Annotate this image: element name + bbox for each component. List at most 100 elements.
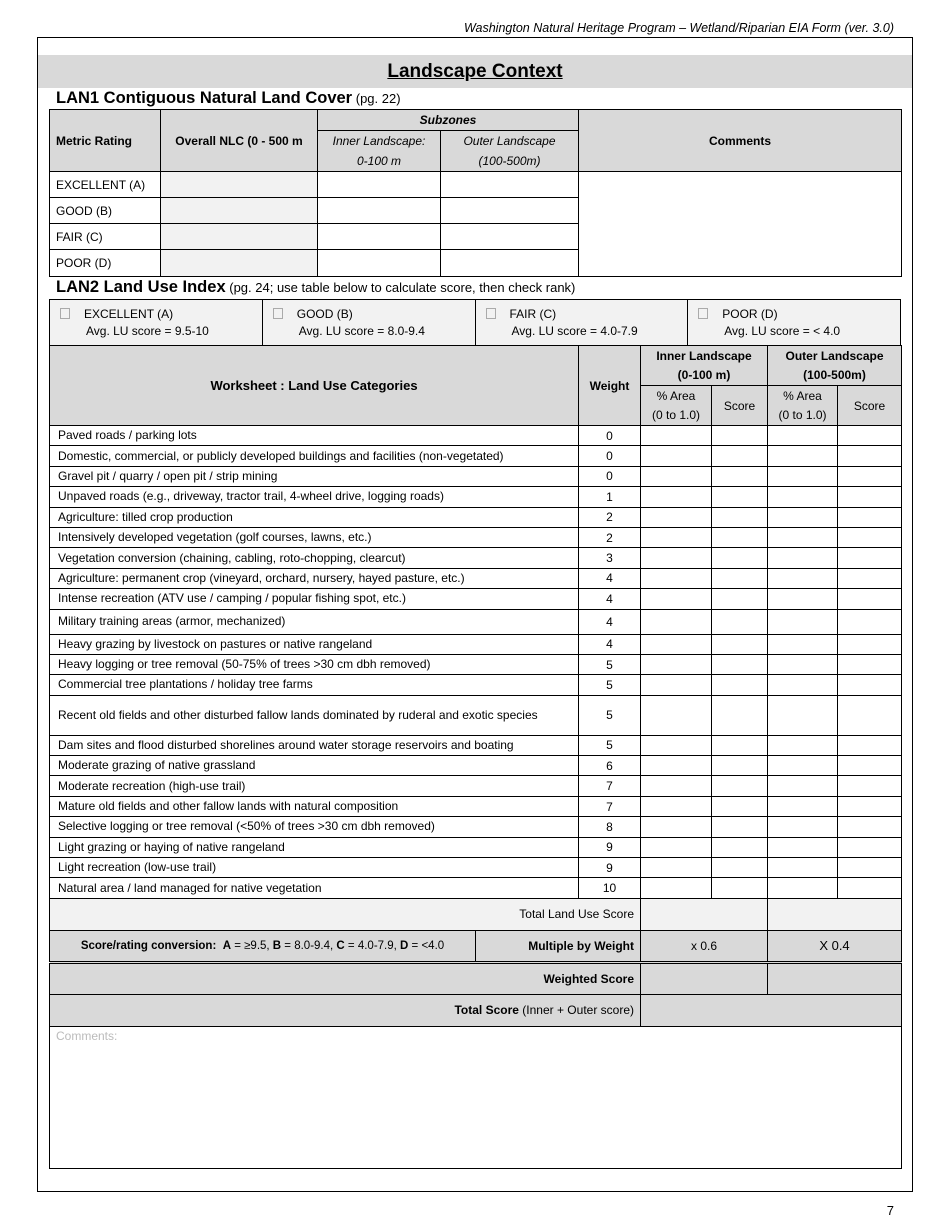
total-score-cell[interactable] — [640, 993, 902, 1027]
outer-score-cell[interactable] — [837, 653, 902, 676]
inner-area-cell[interactable] — [640, 775, 712, 797]
outer-score-cell[interactable] — [837, 734, 902, 757]
checkbox[interactable] — [698, 307, 709, 319]
inner-area-cell[interactable] — [640, 486, 712, 508]
inner-score-cell[interactable] — [711, 424, 768, 447]
inner-area-cell[interactable] — [640, 633, 712, 655]
outer-cell[interactable] — [439, 171, 580, 198]
inner-score-cell[interactable] — [711, 816, 768, 838]
outer-score-cell[interactable] — [837, 486, 902, 508]
outer-score-cell[interactable] — [837, 608, 902, 635]
outer-area-cell[interactable] — [767, 445, 838, 467]
inner-area-cell[interactable] — [640, 465, 712, 488]
inner-score-cell[interactable] — [711, 526, 768, 549]
outer-area-cell[interactable] — [767, 877, 838, 899]
inner-score-cell[interactable] — [711, 633, 768, 655]
inner-score-cell[interactable] — [711, 877, 768, 899]
outer-score-cell[interactable] — [837, 588, 902, 610]
inner-area-cell[interactable] — [640, 795, 712, 818]
inner-area-cell[interactable] — [640, 836, 712, 859]
outer-score-cell[interactable] — [837, 795, 902, 818]
outer-score-cell[interactable] — [837, 755, 902, 777]
inner-area-cell[interactable] — [640, 674, 712, 696]
comments-field[interactable]: Comments: — [49, 1025, 902, 1169]
rank-option[interactable]: EXCELLENT (A) Avg. LU score = 9.5-10 — [49, 299, 263, 346]
outer-area-cell[interactable] — [767, 734, 838, 757]
inner-area-cell[interactable] — [640, 755, 712, 777]
inner-score-cell[interactable] — [711, 465, 768, 488]
inner-area-cell[interactable] — [640, 547, 712, 569]
inner-total-cell[interactable] — [640, 897, 768, 931]
outer-score-cell[interactable] — [837, 465, 902, 488]
outer-score-cell[interactable] — [837, 633, 902, 655]
outer-score-cell[interactable] — [837, 836, 902, 859]
rank-option[interactable]: FAIR (C) Avg. LU score = 4.0-7.9 — [474, 299, 689, 346]
overall-cell[interactable] — [160, 223, 318, 250]
inner-score-cell[interactable] — [711, 506, 768, 528]
inner-area-cell[interactable] — [640, 877, 712, 899]
outer-cell[interactable] — [439, 197, 580, 224]
inner-area-cell[interactable] — [640, 526, 712, 549]
outer-area-cell[interactable] — [767, 694, 838, 736]
checkbox[interactable] — [272, 307, 283, 319]
outer-cell[interactable] — [439, 249, 580, 277]
outer-weighted-cell[interactable] — [767, 961, 902, 995]
outer-cell[interactable] — [439, 223, 580, 250]
outer-score-cell[interactable] — [837, 547, 902, 569]
inner-score-cell[interactable] — [711, 653, 768, 676]
outer-area-cell[interactable] — [767, 674, 838, 696]
inner-area-cell[interactable] — [640, 424, 712, 447]
inner-area-cell[interactable] — [640, 608, 712, 635]
inner-cell[interactable] — [317, 249, 441, 277]
inner-area-cell[interactable] — [640, 734, 712, 757]
inner-score-cell[interactable] — [711, 857, 768, 879]
outer-score-cell[interactable] — [837, 816, 902, 838]
inner-cell[interactable] — [317, 223, 441, 250]
outer-area-cell[interactable] — [767, 506, 838, 528]
outer-area-cell[interactable] — [767, 836, 838, 859]
outer-score-cell[interactable] — [837, 445, 902, 467]
outer-score-cell[interactable] — [837, 857, 902, 879]
inner-weighted-cell[interactable] — [640, 961, 768, 995]
inner-score-cell[interactable] — [711, 694, 768, 736]
inner-score-cell[interactable] — [711, 836, 768, 859]
outer-area-cell[interactable] — [767, 567, 838, 590]
outer-area-cell[interactable] — [767, 526, 838, 549]
outer-area-cell[interactable] — [767, 653, 838, 676]
outer-total-cell[interactable] — [767, 897, 902, 931]
inner-score-cell[interactable] — [711, 734, 768, 757]
inner-score-cell[interactable] — [711, 445, 768, 467]
outer-score-cell[interactable] — [837, 877, 902, 899]
inner-score-cell[interactable] — [711, 775, 768, 797]
outer-area-cell[interactable] — [767, 608, 838, 635]
outer-score-cell[interactable] — [837, 506, 902, 528]
inner-area-cell[interactable] — [640, 506, 712, 528]
outer-area-cell[interactable] — [767, 857, 838, 879]
overall-cell[interactable] — [160, 197, 318, 224]
inner-score-cell[interactable] — [711, 755, 768, 777]
lan1-comments-cell[interactable] — [578, 171, 903, 277]
overall-cell[interactable] — [160, 249, 318, 277]
inner-area-cell[interactable] — [640, 588, 712, 610]
rank-option[interactable]: GOOD (B) Avg. LU score = 8.0-9.4 — [261, 299, 476, 346]
outer-score-cell[interactable] — [837, 567, 902, 590]
outer-score-cell[interactable] — [837, 694, 902, 736]
outer-score-cell[interactable] — [837, 526, 902, 549]
inner-score-cell[interactable] — [711, 795, 768, 818]
checkbox[interactable] — [485, 307, 496, 319]
outer-score-cell[interactable] — [837, 424, 902, 447]
inner-cell[interactable] — [317, 197, 441, 224]
outer-area-cell[interactable] — [767, 547, 838, 569]
inner-area-cell[interactable] — [640, 567, 712, 590]
inner-score-cell[interactable] — [711, 608, 768, 635]
inner-area-cell[interactable] — [640, 445, 712, 467]
outer-area-cell[interactable] — [767, 816, 838, 838]
rank-option[interactable]: POOR (D) Avg. LU score = < 4.0 — [687, 299, 901, 346]
checkbox[interactable] — [60, 307, 70, 319]
outer-area-cell[interactable] — [767, 588, 838, 610]
overall-cell[interactable] — [160, 171, 318, 198]
inner-score-cell[interactable] — [711, 567, 768, 590]
outer-score-cell[interactable] — [837, 674, 902, 696]
inner-area-cell[interactable] — [640, 653, 712, 676]
inner-score-cell[interactable] — [711, 674, 768, 696]
